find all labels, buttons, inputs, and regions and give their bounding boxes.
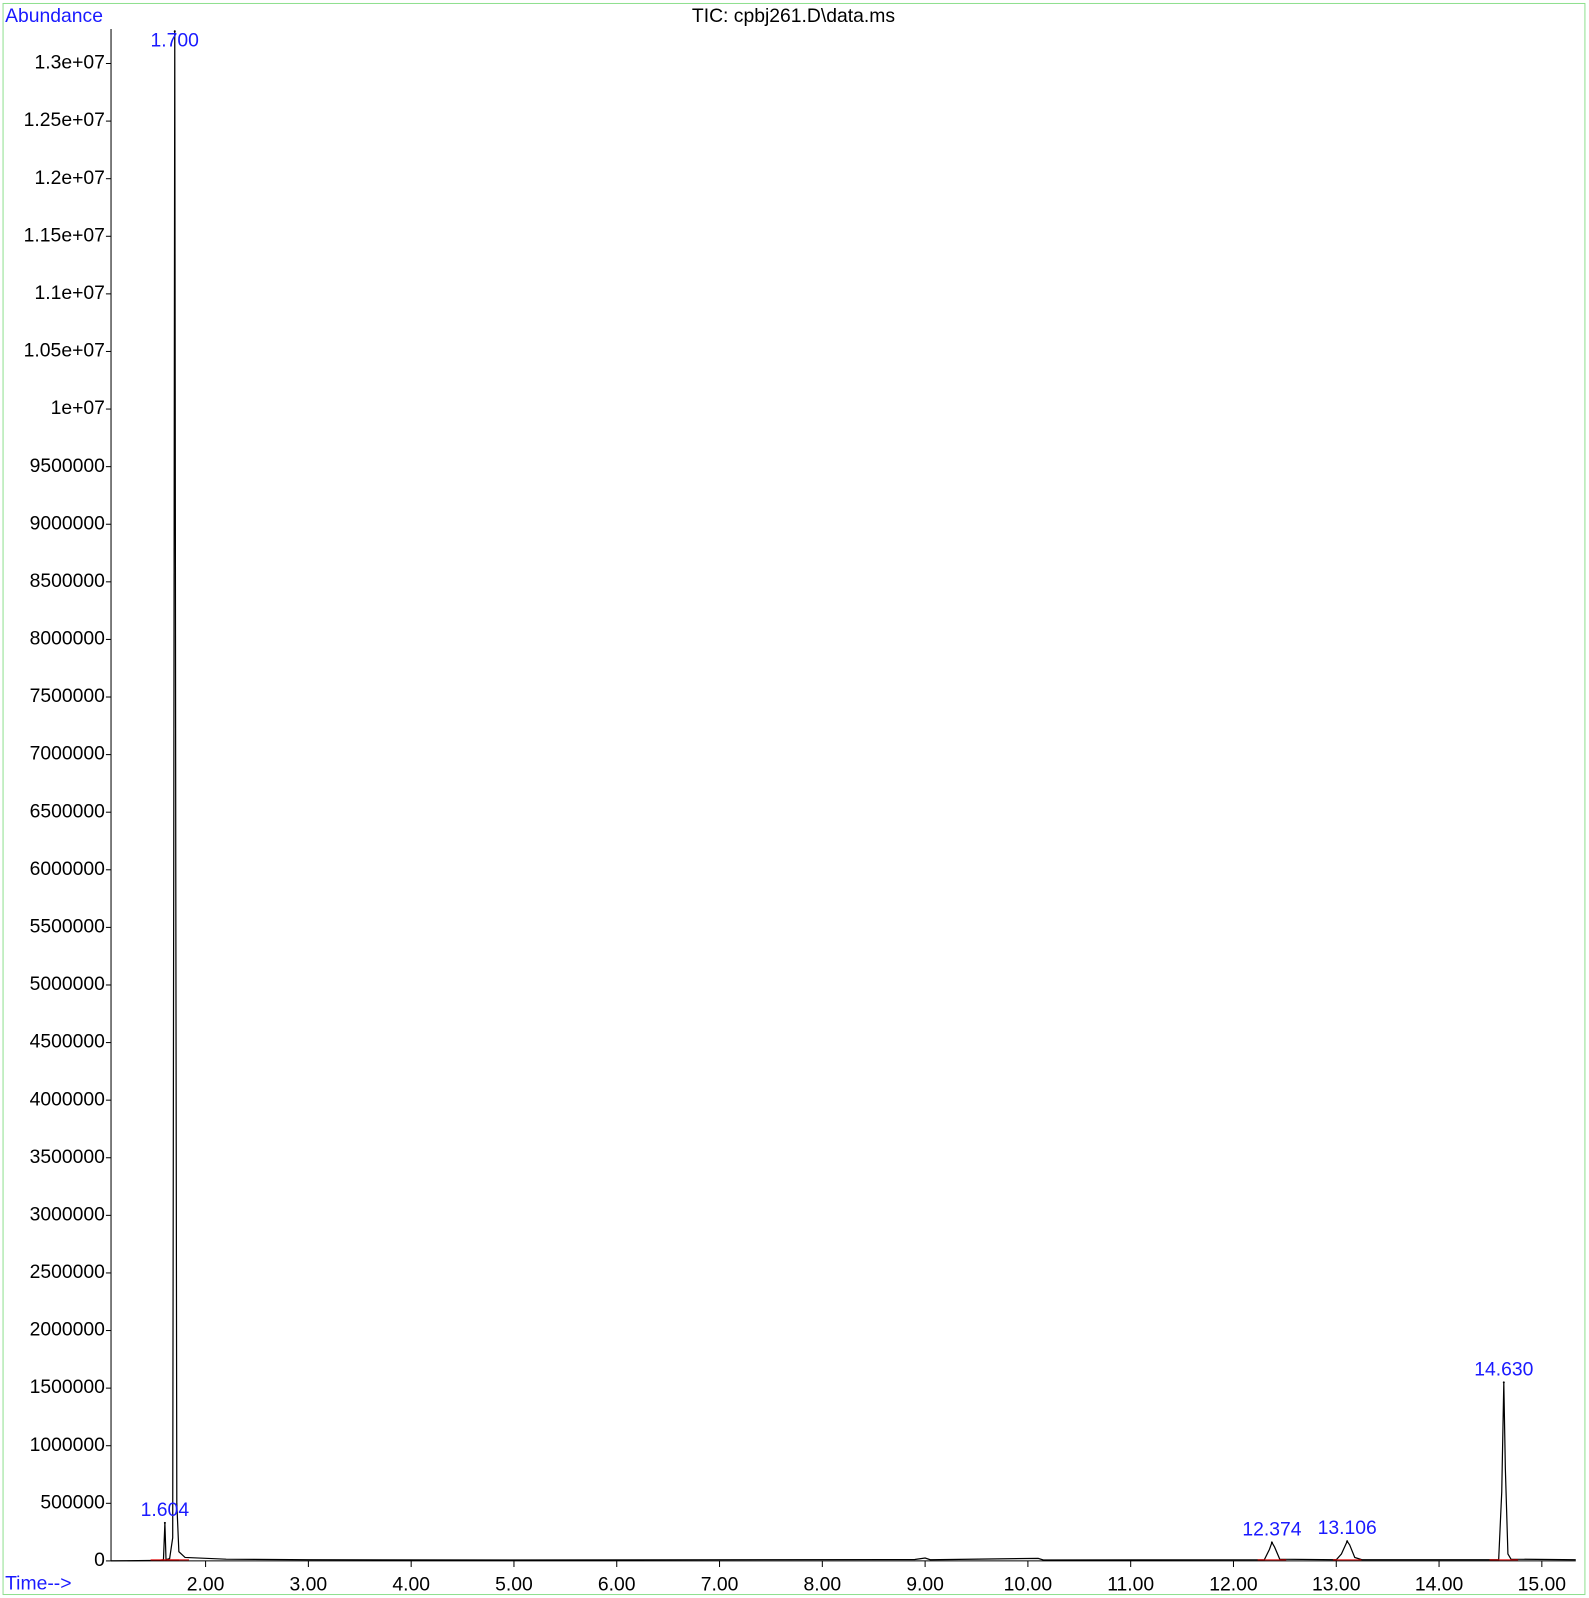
peak-marker — [1502, 1381, 1505, 1384]
peak-label: 14.630 — [1474, 1358, 1533, 1380]
y-tick-label: 9500000 — [30, 455, 105, 477]
x-tick-label: 6.00 — [598, 1573, 636, 1595]
peak-marker — [163, 1521, 166, 1524]
x-tick-label: 11.00 — [1107, 1573, 1154, 1595]
x-tick-label: 3.00 — [290, 1573, 328, 1595]
y-tick-label: 3500000 — [30, 1146, 105, 1168]
y-tick-label: 5500000 — [30, 915, 105, 937]
x-tick-label: 15.00 — [1518, 1573, 1566, 1595]
y-tick-label: 0 — [94, 1549, 105, 1571]
y-tick-label: 7500000 — [30, 685, 105, 707]
peak-label: 13.106 — [1318, 1517, 1377, 1539]
y-tick-label: 1000000 — [30, 1434, 105, 1456]
x-tick-label: 13.00 — [1312, 1573, 1360, 1595]
y-tick-label: 1.3e+07 — [34, 52, 104, 74]
y-tick-label: 500000 — [40, 1491, 105, 1513]
x-tick-label: 9.00 — [906, 1573, 944, 1595]
x-tick-label: 8.00 — [803, 1573, 841, 1595]
y-axis-label: Abundance — [5, 5, 103, 27]
y-tick-label: 9000000 — [30, 512, 105, 534]
y-tick-label: 8000000 — [30, 628, 105, 650]
y-tick-label: 1.05e+07 — [24, 340, 105, 362]
y-tick-label: 1.2e+07 — [34, 167, 104, 189]
x-tick-label: 7.00 — [701, 1573, 739, 1595]
peak-marker — [173, 30, 176, 33]
y-tick-label: 6000000 — [30, 858, 105, 880]
chart-title: TIC: cpbj261.D\data.ms — [692, 5, 895, 27]
y-tick-label: 8500000 — [30, 570, 105, 592]
x-tick-label: 14.00 — [1415, 1573, 1463, 1595]
peak-label: 1.700 — [151, 29, 199, 51]
y-tick-label: 1500000 — [30, 1376, 105, 1398]
x-tick-label: 12.00 — [1209, 1573, 1257, 1595]
y-tick-label: 5000000 — [30, 973, 105, 995]
y-tick-label: 6500000 — [30, 800, 105, 822]
y-tick-label: 1.15e+07 — [24, 224, 105, 246]
y-tick-label: 1e+07 — [51, 397, 105, 419]
peak-label: 1.604 — [141, 1499, 190, 1521]
y-tick-label: 3000000 — [30, 1203, 105, 1225]
y-tick-label: 4500000 — [30, 1031, 105, 1053]
peak-marker — [1346, 1540, 1349, 1543]
y-tick-label: 4000000 — [30, 1088, 105, 1110]
trace — [111, 31, 1576, 1562]
x-tick-label: 4.00 — [392, 1573, 430, 1595]
x-tick-label: 2.00 — [187, 1573, 225, 1595]
y-tick-label: 2500000 — [30, 1261, 105, 1283]
peak-label: 12.374 — [1242, 1518, 1301, 1540]
y-tick-label: 7000000 — [30, 743, 105, 765]
x-axis-label: Time--> — [5, 1572, 71, 1594]
x-tick-label: 5.00 — [495, 1573, 533, 1595]
y-tick-label: 1.25e+07 — [24, 109, 105, 131]
x-tick-label: 10.00 — [1004, 1573, 1052, 1595]
peak-marker — [1270, 1541, 1273, 1544]
y-tick-label: 1.1e+07 — [34, 282, 104, 304]
y-tick-label: 2000000 — [30, 1319, 105, 1341]
